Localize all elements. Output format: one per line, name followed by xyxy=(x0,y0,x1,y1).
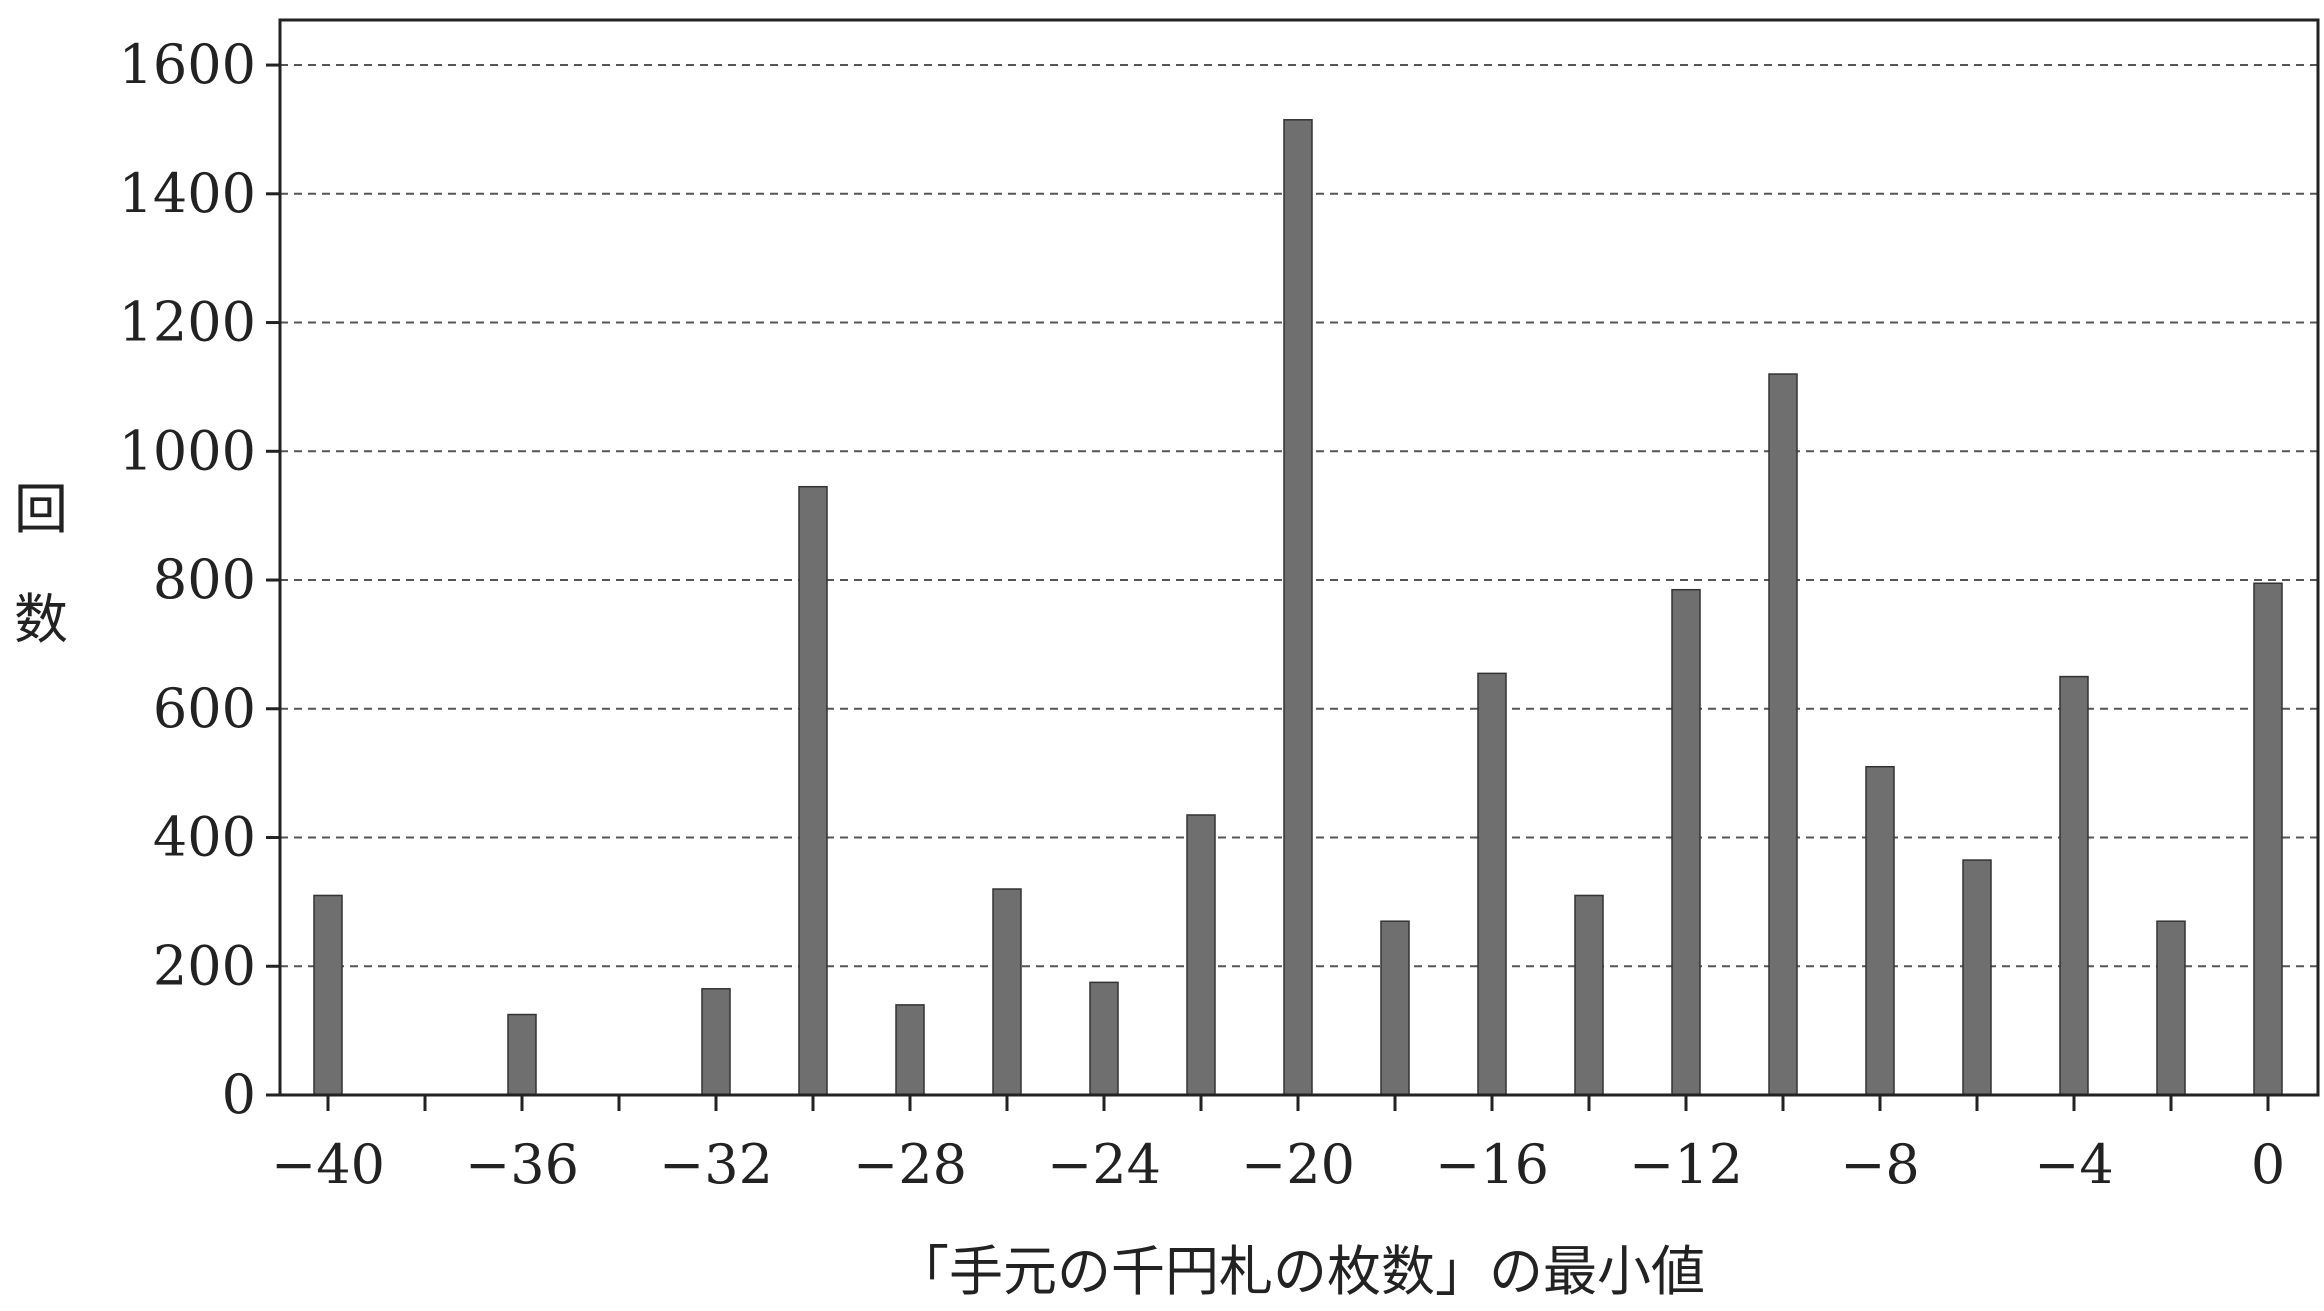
bar xyxy=(1962,859,1992,1096)
y-tick-label: 1000 xyxy=(119,419,256,482)
x-tick-label: −12 xyxy=(1629,1133,1743,1196)
x-tick-label: −16 xyxy=(1435,1133,1549,1196)
y-tick-label: 800 xyxy=(153,548,256,611)
y-tick-labels: 0 200 400 600 800 1000 1200 1400 1600 xyxy=(119,33,256,1126)
axes xyxy=(266,18,2320,1111)
x-tick-label: −28 xyxy=(853,1133,967,1196)
x-tick-label: −40 xyxy=(271,1133,385,1196)
bar xyxy=(1477,672,1507,1096)
y-tick-label: 200 xyxy=(153,934,256,997)
x-tick-label: −4 xyxy=(2034,1133,2114,1196)
bar xyxy=(2059,675,2089,1096)
y-axis-label-char: 数 xyxy=(14,588,68,651)
bar xyxy=(313,894,343,1096)
y-tick-label: 600 xyxy=(153,677,256,740)
bar xyxy=(1380,920,1410,1096)
bar xyxy=(1768,373,1798,1096)
y-tick-label: 400 xyxy=(153,806,256,869)
bar xyxy=(507,1013,537,1096)
grid-lines xyxy=(280,64,2318,968)
bar xyxy=(1186,814,1216,1096)
x-tick-label: −32 xyxy=(659,1133,773,1196)
x-tick-labels: −40 −36 −32 −28 −24 −20 −16 −12 −8 −4 0 xyxy=(271,1133,2285,1196)
x-axis-label: 「手元の千円札の枚数」の最小値 xyxy=(895,1240,1705,1303)
x-tick-label: −20 xyxy=(1241,1133,1355,1196)
bar xyxy=(1574,894,1604,1096)
bar xyxy=(1089,981,1119,1096)
x-tick-label: 0 xyxy=(2251,1133,2285,1196)
bar xyxy=(1283,119,1313,1096)
y-axis-label-char: 回 xyxy=(14,478,68,541)
bar xyxy=(2156,920,2186,1096)
y-tick-label: 1200 xyxy=(119,291,256,354)
bar xyxy=(992,888,1022,1096)
bar xyxy=(895,1004,925,1096)
bar xyxy=(701,988,731,1096)
y-tick-label: 1600 xyxy=(119,33,256,96)
bar xyxy=(1865,765,1895,1096)
bar xyxy=(798,485,828,1096)
bar xyxy=(1671,588,1701,1096)
bar xyxy=(2253,582,2283,1096)
x-tick-label: −24 xyxy=(1047,1133,1161,1196)
y-tick-label: 0 xyxy=(222,1063,256,1126)
bars xyxy=(313,119,2283,1096)
x-tick-label: −8 xyxy=(1840,1133,1920,1196)
x-tick-label: −36 xyxy=(465,1133,579,1196)
y-tick-label: 1400 xyxy=(119,162,256,225)
